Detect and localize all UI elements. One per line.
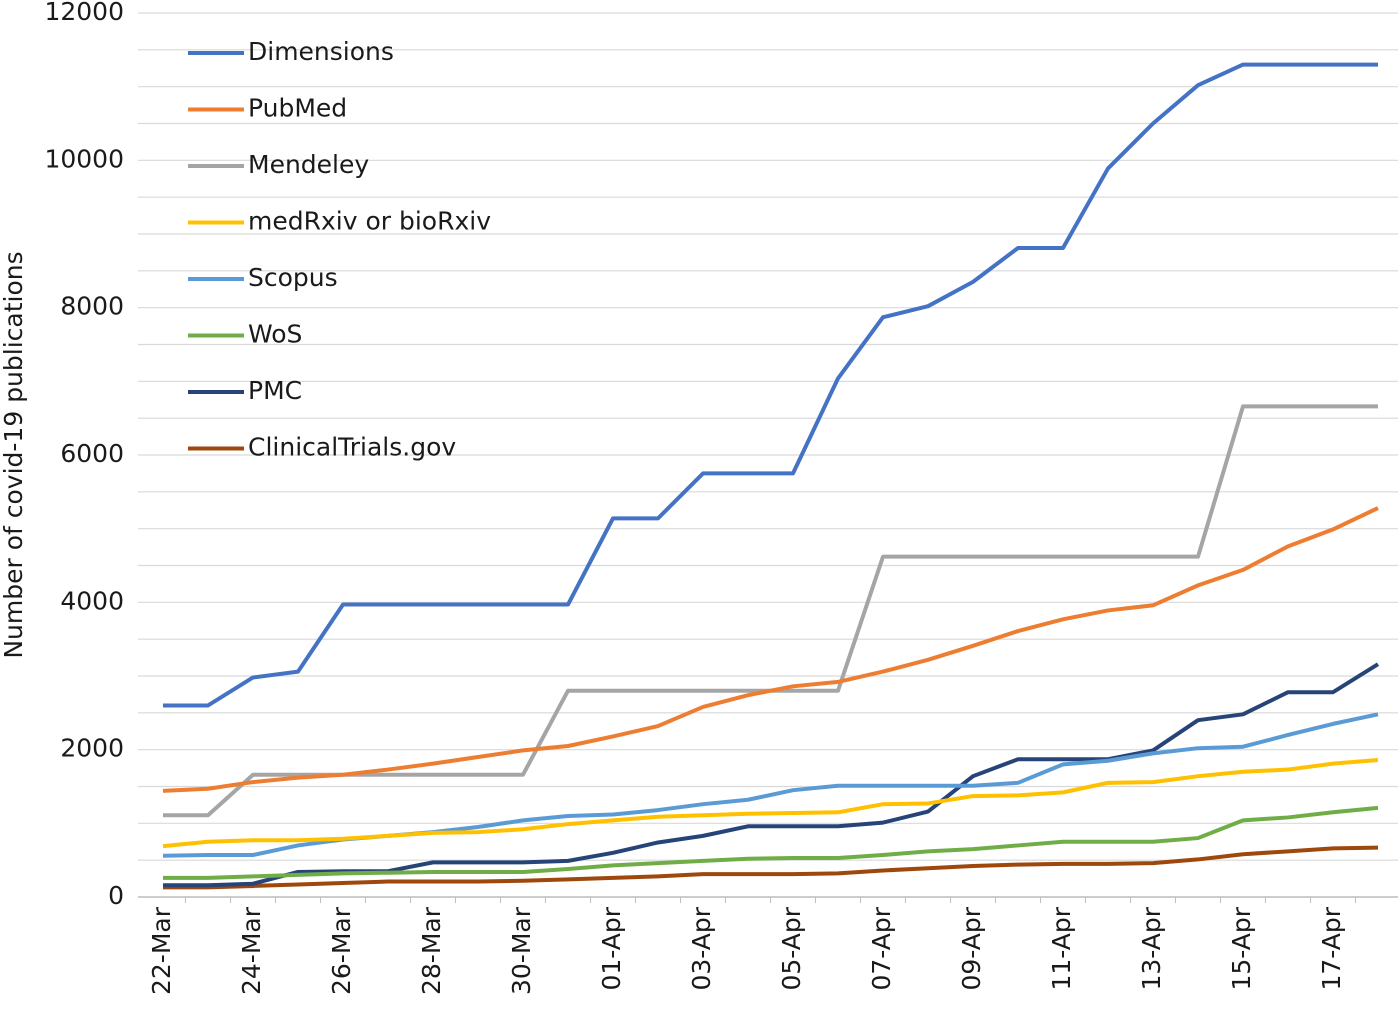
series-line	[163, 404, 1378, 818]
x-tick-label: 05-Apr	[777, 906, 806, 990]
y-axis-label: Number of covid-19 publications	[0, 251, 28, 658]
x-tick-label: 17-Apr	[1317, 906, 1346, 990]
y-tick-label: 6000	[60, 439, 124, 468]
y-tick-label: 12000	[44, 0, 124, 26]
x-tick-label: 26-Mar	[327, 906, 356, 995]
series-line	[162, 757, 1379, 849]
legend-label: ClinicalTrials.gov	[248, 433, 456, 462]
y-tick-label: 2000	[60, 734, 124, 763]
legend-label: medRxiv or bioRxiv	[248, 207, 491, 236]
legend-label: WoS	[248, 320, 302, 349]
x-tick-label: 15-Apr	[1227, 906, 1256, 990]
series-line	[163, 62, 1378, 708]
y-tick-label: 0	[108, 881, 124, 910]
y-tick-label: 8000	[60, 292, 124, 321]
series-line	[163, 845, 1379, 890]
x-tick-label: 03-Apr	[687, 906, 716, 990]
y-tick-label: 10000	[44, 144, 124, 173]
x-tick-label: 09-Apr	[957, 906, 986, 990]
x-tick-label: 11-Apr	[1047, 906, 1076, 990]
legend-label: Scopus	[248, 263, 338, 292]
legend-label: PubMed	[248, 94, 347, 123]
x-tick-label: 22-Mar	[147, 906, 176, 995]
x-tick-label: 24-Mar	[237, 906, 266, 995]
x-tick-label: 13-Apr	[1137, 906, 1166, 990]
y-tick-label: 4000	[60, 586, 124, 615]
legend-label: Dimensions	[248, 37, 394, 66]
series-line	[162, 712, 1379, 858]
series-line	[163, 805, 1379, 880]
legend-label: Mendeley	[248, 150, 369, 179]
x-tick-label: 28-Mar	[417, 906, 446, 995]
x-tick-label: 30-Mar	[507, 906, 536, 995]
x-tick-label: 07-Apr	[867, 906, 896, 990]
series-line	[162, 506, 1379, 793]
legend-label: PMC	[248, 376, 302, 405]
x-tick-label: 01-Apr	[597, 906, 626, 990]
